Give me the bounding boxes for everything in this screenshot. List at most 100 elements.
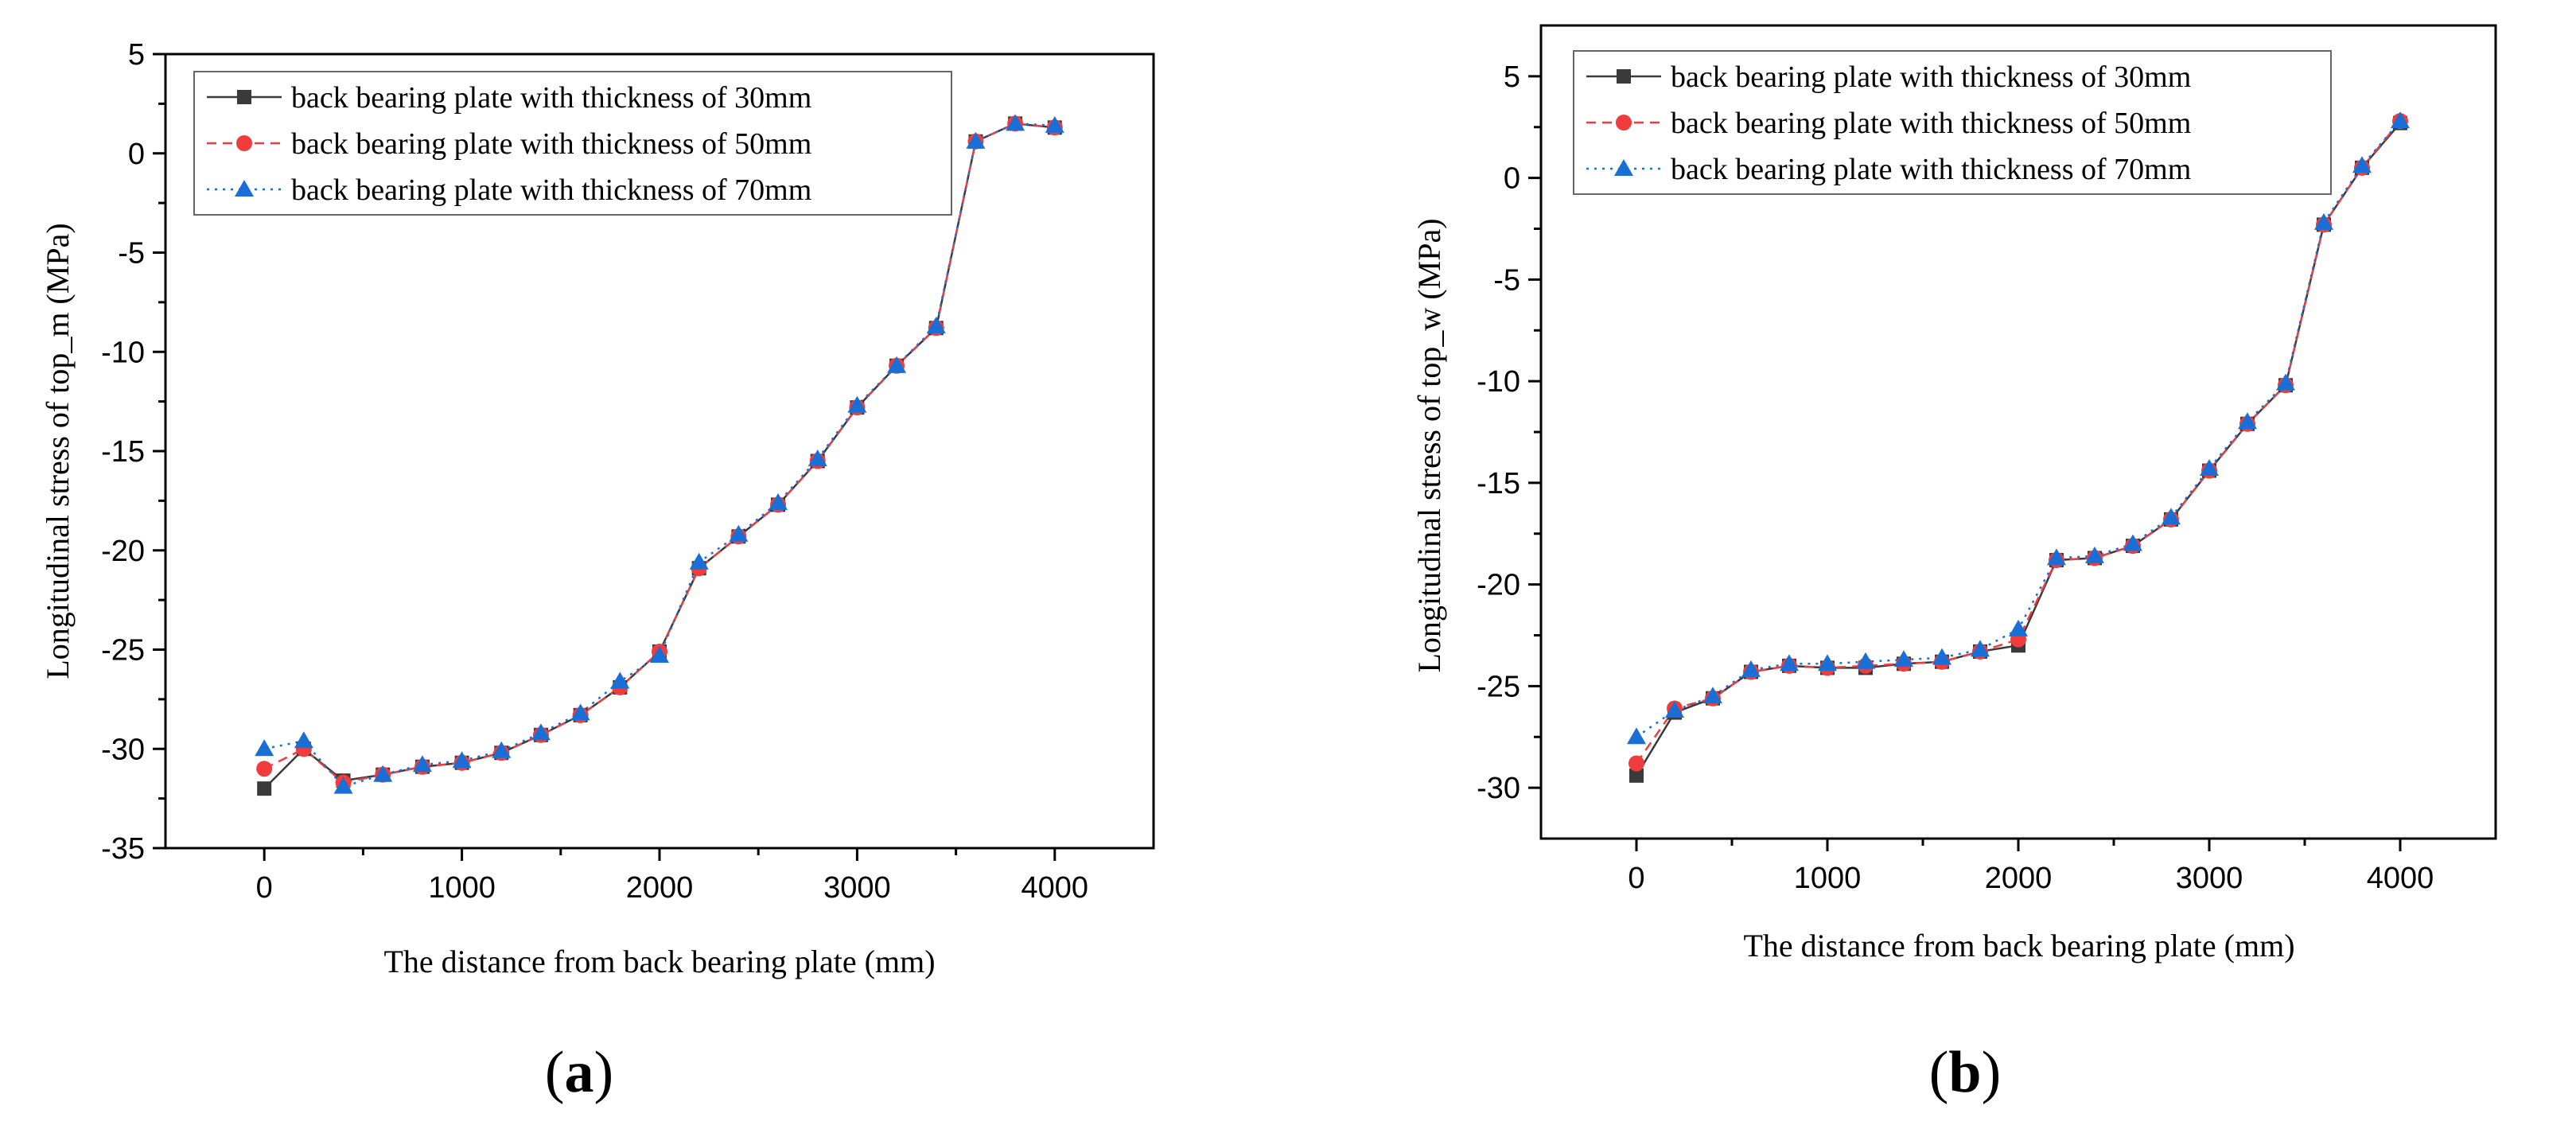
data-point-b-2 — [2238, 412, 2257, 430]
data-point-b-2 — [1703, 687, 1722, 704]
data-point-b-2 — [1971, 640, 1990, 657]
x-axis-title-a: The distance from back bearing plate (mm… — [383, 944, 935, 979]
data-point-a-2 — [807, 449, 827, 466]
x-tick-label-b: 3000 — [2176, 862, 2243, 895]
data-point-b-2 — [2276, 373, 2295, 391]
data-point-a-2 — [729, 524, 749, 542]
data-point-a-2 — [689, 552, 709, 570]
data-point-b-2 — [2352, 156, 2372, 173]
data-point-b-0 — [1629, 768, 1644, 783]
x-tick-label-b: 4000 — [2367, 862, 2434, 895]
data-point-b-2 — [1665, 701, 1684, 718]
y-tick-label-a: -5 — [118, 237, 145, 271]
y-tick-label-a: 5 — [128, 38, 145, 72]
series-line-a-2 — [263, 123, 1055, 788]
data-point-a-2 — [570, 703, 590, 721]
data-point-b-2 — [1780, 654, 1799, 671]
data-point-b-2 — [1932, 648, 1951, 665]
y-tick-label-a: -20 — [101, 535, 145, 568]
data-point-b-2 — [2200, 458, 2219, 476]
data-point-a-2 — [926, 316, 946, 333]
y-tick-label-b: 0 — [1504, 162, 1520, 196]
legend-marker-b-0 — [1617, 69, 1631, 84]
data-point-a-1 — [256, 761, 273, 777]
legend-label-a-0: back bearing plate with thickness of 30m… — [291, 81, 811, 115]
data-point-a-2 — [294, 731, 313, 749]
data-point-a-2 — [373, 765, 393, 782]
legend-label-a-2: back bearing plate with thickness of 70m… — [291, 173, 811, 207]
data-point-a-2 — [412, 755, 432, 773]
data-point-a-0 — [257, 781, 272, 796]
data-point-b-2 — [1627, 727, 1646, 745]
y-axis-title-b: Longitudinal stress of top_w (MPa) — [1411, 218, 1447, 672]
data-point-a-2 — [333, 777, 353, 794]
data-point-b-2 — [1856, 652, 1875, 669]
legend-marker-a-0 — [237, 90, 251, 104]
legend-marker-b-2 — [1614, 159, 1633, 176]
data-point-b-2 — [2047, 548, 2066, 566]
chart-panel-a: 0 1000 2000 3000 400050-5-10-15-20-25-30-35 … — [40, 38, 1155, 1105]
y-tick-label-a: -15 — [101, 435, 145, 469]
y-tick-label-a: -35 — [101, 832, 145, 866]
y-tick-label-b: -15 — [1477, 467, 1520, 500]
data-point-a-2 — [1006, 114, 1025, 131]
x-tick-label-a: 4000 — [1021, 871, 1089, 905]
y-tick-label-b: -30 — [1477, 772, 1520, 805]
legend-label-b-0: back bearing plate with thickness of 30m… — [1671, 60, 2191, 94]
legend-marker-b-1 — [1616, 115, 1632, 130]
y-tick-label-a: -10 — [101, 336, 145, 369]
data-point-a-2 — [452, 751, 472, 769]
data-point-b-2 — [2009, 619, 2028, 636]
data-point-a-2 — [1045, 115, 1064, 133]
legend-box-a — [193, 71, 952, 216]
data-point-b-2 — [1741, 660, 1761, 677]
data-point-b-2 — [2391, 111, 2410, 129]
legend-marker-a-1 — [236, 135, 252, 151]
data-point-b-2 — [2314, 212, 2333, 230]
series-line-a-0 — [263, 123, 1055, 790]
data-point-a-2 — [847, 395, 867, 413]
legend-label-a-1: back bearing plate with thickness of 50m… — [291, 127, 811, 161]
x-tick-label-b: 0 — [1628, 862, 1644, 895]
data-point-a-2 — [650, 645, 669, 663]
x-tick-label-a: 0 — [256, 871, 273, 905]
data-point-b-2 — [2162, 508, 2181, 525]
caption-b: (b) — [1929, 1040, 2001, 1105]
legend-marker-a-2 — [235, 180, 254, 197]
data-point-a-2 — [769, 492, 788, 510]
data-point-b-2 — [2123, 534, 2142, 551]
y-tick-label-a: -30 — [101, 733, 145, 766]
data-point-b-2 — [2085, 546, 2104, 563]
chart-panel-b: 0 1000 2000 3000 4000 5 0 -5 -10 -15 -20 -25 -30 The… — [1411, 24, 2497, 1105]
x-tick-label-b: 1000 — [1794, 862, 1862, 895]
y-tick-label-b: -20 — [1477, 569, 1520, 602]
data-point-b-2 — [1818, 654, 1837, 671]
data-point-a-2 — [610, 671, 630, 689]
y-tick-label-b: 5 — [1504, 60, 1520, 94]
legend-label-b-2: back bearing plate with thickness of 70m… — [1671, 153, 2191, 186]
data-point-a-2 — [255, 739, 274, 757]
y-tick-label-b: -10 — [1477, 365, 1520, 399]
y-tick-label-b: -5 — [1493, 263, 1520, 297]
y-axis-title-a: Longitudinal stress of top_m (MPa) — [40, 223, 76, 679]
y-tick-label-a: -25 — [101, 634, 145, 668]
x-tick-label-b: 2000 — [1985, 862, 2053, 895]
x-tick-label-a: 2000 — [626, 871, 694, 905]
series-line-b-1 — [1635, 120, 2401, 765]
legend-box-b — [1573, 50, 2332, 195]
x-tick-label-a: 3000 — [823, 871, 891, 905]
caption-a: (a) — [545, 1040, 613, 1105]
data-point-a-2 — [887, 356, 907, 373]
data-point-b-2 — [1894, 650, 1913, 668]
data-point-b-1 — [1628, 755, 1644, 772]
data-point-a-2 — [531, 723, 551, 741]
data-point-a-2 — [492, 741, 512, 758]
legend-label-b-1: back bearing plate with thickness of 50m… — [1671, 107, 2191, 140]
data-point-a-2 — [966, 131, 986, 149]
x-axis-title-b: The distance from back bearing plate (mm… — [1743, 928, 2294, 963]
y-tick-label-b: -25 — [1477, 670, 1520, 703]
series-line-a-1 — [263, 123, 1055, 784]
x-tick-label-a: 1000 — [428, 871, 496, 905]
y-tick-label-a: 0 — [128, 138, 145, 171]
